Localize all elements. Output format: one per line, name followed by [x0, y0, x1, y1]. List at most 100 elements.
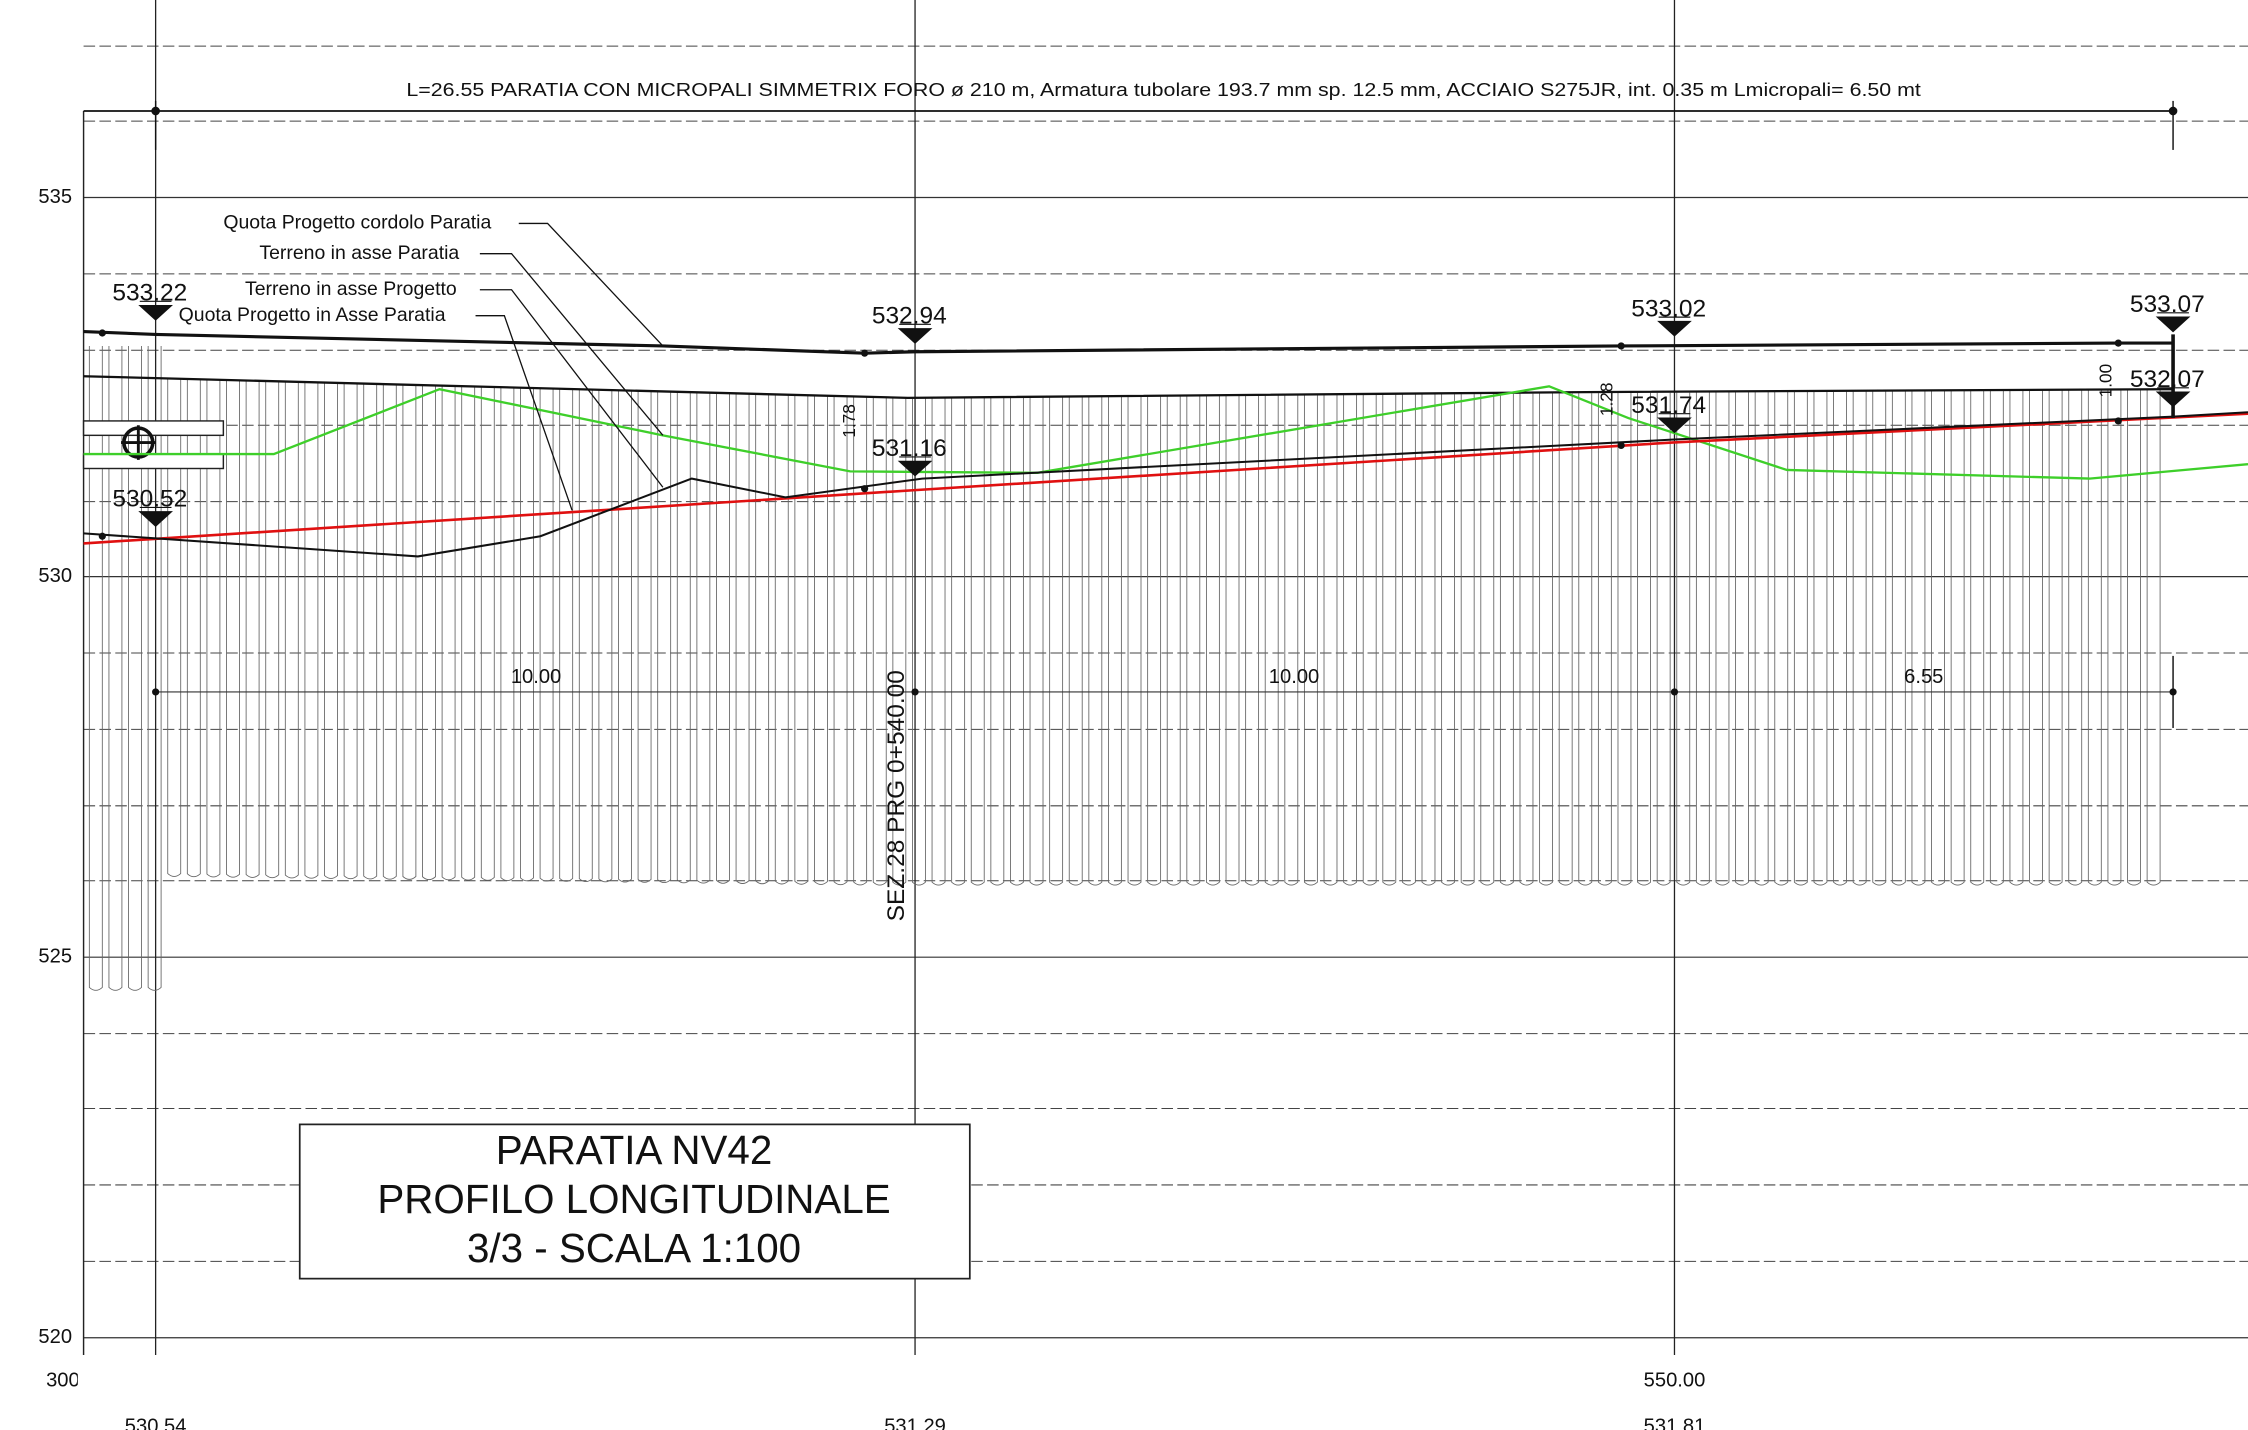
- micropile: [872, 396, 887, 886]
- micropile: [657, 391, 672, 883]
- micropile: [1970, 390, 1985, 886]
- cap: [82, 420, 225, 437]
- micropile: [2107, 389, 2122, 886]
- title-line: PARATIA NV42: [496, 1127, 772, 1173]
- dot: [152, 688, 160, 696]
- micropile: [1499, 393, 1514, 886]
- elevation-marker: [2155, 312, 2191, 333]
- micropile: [2009, 390, 2024, 886]
- micropile: [1989, 390, 2004, 886]
- micropile: [2127, 389, 2141, 886]
- micropile: [363, 383, 378, 880]
- micropile: [1245, 395, 1260, 886]
- leader: [518, 222, 664, 347]
- elevation-marker: [1657, 316, 1692, 337]
- micropile: [1833, 391, 1847, 886]
- micropile: [1441, 394, 1456, 886]
- micropile: [1637, 392, 1651, 886]
- micropile: [1793, 391, 1808, 886]
- leader: [479, 289, 664, 488]
- micropile: [951, 397, 966, 886]
- section-label: SEZ.28 PRG 0+540.00: [883, 670, 910, 921]
- micropile: [578, 389, 593, 883]
- title-line: 3/3 - SCALA 1:100: [467, 1225, 801, 1271]
- axis-label: 535: [38, 186, 72, 208]
- micropile: [343, 383, 358, 880]
- micropile: [1950, 390, 1965, 886]
- micropile: [480, 386, 495, 881]
- micropile: [1147, 396, 1162, 886]
- bottom-value: 531.81: [1644, 1415, 1706, 1430]
- micropile: [2029, 390, 2043, 886]
- micropile: [1225, 395, 1240, 886]
- micropile: [382, 384, 397, 880]
- dimension-label: 6.55: [1904, 666, 1943, 688]
- height-label: 1.00: [2095, 364, 2115, 398]
- micropile: [1166, 396, 1181, 886]
- micropile: [1460, 394, 1475, 886]
- micropile: [245, 380, 260, 878]
- ground-progetto: [83, 411, 2248, 558]
- axis-label: 300: [46, 1369, 80, 1391]
- micropile: [402, 384, 417, 880]
- red-profile: [83, 412, 2248, 545]
- elevation-label: 531.74: [1631, 392, 1706, 419]
- micropile: [2048, 390, 2063, 886]
- elevation-marker: [1657, 413, 1692, 434]
- dimension-label: 10.00: [1269, 666, 1319, 688]
- micropile: [1401, 394, 1416, 886]
- bottom-value: 531.29: [884, 1415, 946, 1430]
- micropile: [1284, 395, 1299, 886]
- cordolo-line: [83, 329, 2174, 355]
- micropile: [618, 390, 632, 883]
- micropile: [147, 345, 162, 991]
- legend-label: Quota Progetto cordolo Paratia: [223, 212, 491, 234]
- dot: [1670, 688, 1679, 696]
- legend-label: Quota Progetto in Asse Paratia: [179, 304, 446, 326]
- ground-paratia: [83, 375, 2174, 400]
- legend-label: Terreno in asse Paratia: [259, 242, 459, 264]
- micropile: [892, 397, 907, 886]
- leader: [475, 315, 573, 511]
- micropile: [833, 395, 848, 886]
- dot: [911, 688, 919, 696]
- micropile: [461, 386, 476, 881]
- height-label: 1.78: [839, 404, 859, 438]
- micropile: [676, 391, 691, 884]
- micropile: [2068, 389, 2083, 886]
- axis-label: 530: [38, 565, 72, 587]
- micropile: [1068, 396, 1083, 886]
- dot: [2114, 339, 2122, 347]
- micropile: [1205, 395, 1220, 886]
- micropile: [1813, 391, 1828, 886]
- micropile: [1343, 394, 1358, 886]
- micropile: [265, 381, 280, 879]
- micropile: [931, 397, 946, 886]
- micropile: [853, 396, 868, 886]
- micropile: [1264, 395, 1279, 886]
- micropile: [794, 394, 809, 885]
- micropile: [226, 379, 240, 878]
- axis-label: 520: [38, 1326, 72, 1348]
- micropile: [1049, 396, 1064, 886]
- micropile: [304, 382, 319, 879]
- micropile: [1421, 394, 1436, 886]
- header-note: L=26.55 PARATIA CON MICROPALI SIMMETRIX …: [406, 79, 1921, 100]
- micropile: [1088, 396, 1103, 886]
- elevation-label: 532.94: [872, 303, 947, 330]
- elevation-label: 533.07: [2130, 291, 2205, 318]
- height-label: 1.28: [1597, 382, 1617, 416]
- bottom-value: 530.54: [125, 1415, 187, 1430]
- elevation-marker: [138, 506, 173, 527]
- legend-label: Terreno in asse Progetto: [245, 278, 457, 300]
- elevation-label: 532.07: [2130, 366, 2205, 393]
- micropile: [1891, 391, 1906, 886]
- micropile: [696, 392, 711, 884]
- micropile: [206, 379, 221, 878]
- axis-label: 525: [38, 946, 72, 968]
- micropile: [1715, 392, 1730, 886]
- elevation-marker: [138, 300, 173, 321]
- micropile: [735, 393, 750, 884]
